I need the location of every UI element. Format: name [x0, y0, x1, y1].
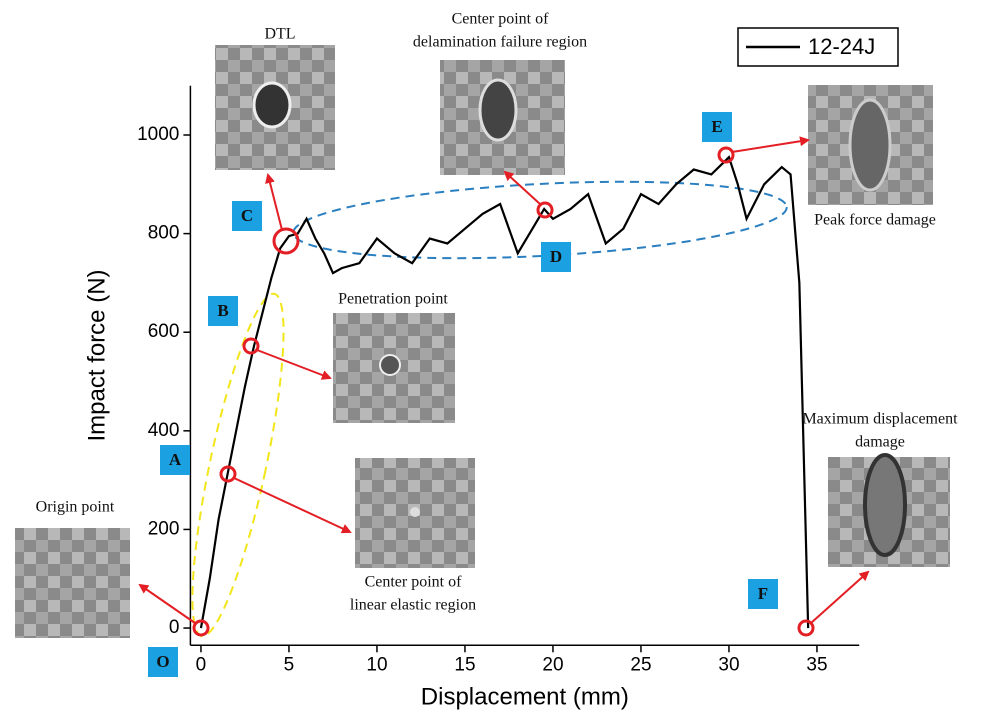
x-tick-label: 5 [284, 654, 295, 675]
annotation: linear elastic region [350, 597, 476, 614]
point-label: E [711, 117, 722, 136]
point-label: O [156, 652, 169, 671]
y-tick-label: 0 [169, 617, 180, 638]
data-line [199, 155, 810, 629]
annotation: delamination failure region [413, 34, 587, 51]
point-label-box [702, 112, 732, 142]
point-label-box [160, 445, 190, 475]
x-tick-label: 0 [196, 654, 207, 675]
annotation: Maximum displacement [802, 411, 958, 428]
y-tick-label: 1000 [137, 124, 179, 145]
point-label: A [169, 450, 182, 469]
point-label-box [748, 579, 778, 609]
point-label: C [241, 206, 253, 225]
x-tick-label: 20 [542, 654, 563, 675]
point-label: F [758, 584, 768, 603]
annotation: Origin point [36, 499, 115, 516]
annotation: damage [855, 434, 905, 451]
x-tick-label: 15 [454, 654, 475, 675]
legend-label: 12-24J [808, 34, 875, 59]
annotation: DTL [264, 26, 295, 43]
point-label: D [550, 247, 562, 266]
x-tick-label: 25 [630, 654, 651, 675]
y-tick-label: 600 [148, 321, 180, 342]
x-tick-label: 30 [718, 654, 739, 675]
annotation: Peak force damage [814, 212, 936, 229]
point-label: B [217, 301, 228, 320]
point-label-box [208, 296, 238, 326]
arrows [138, 136, 870, 624]
y-tick-label: 800 [148, 223, 180, 244]
x-axis-label: Displacement (mm) [421, 683, 629, 710]
highlight-ellipses [191, 180, 788, 638]
x-tick-label: 10 [366, 654, 387, 675]
point-label-box [148, 647, 178, 677]
annotation: Center point of [365, 574, 463, 591]
y-tick-label: 200 [148, 518, 180, 539]
x-tick-label: 35 [806, 654, 827, 675]
annotation: Penetration point [338, 291, 448, 308]
plot-area: 0 5 10 15 20 25 30 35 0 200 400 600 800 1000 Displacem… [83, 85, 860, 710]
annotation: Center point of [452, 11, 550, 28]
specimen-images [15, 45, 950, 638]
y-axis-label: Impact force (N) [83, 269, 110, 441]
point-label-box [541, 242, 571, 272]
point-markers [192, 146, 815, 637]
point-label-box [232, 201, 262, 231]
y-tick-label: 400 [148, 420, 180, 441]
